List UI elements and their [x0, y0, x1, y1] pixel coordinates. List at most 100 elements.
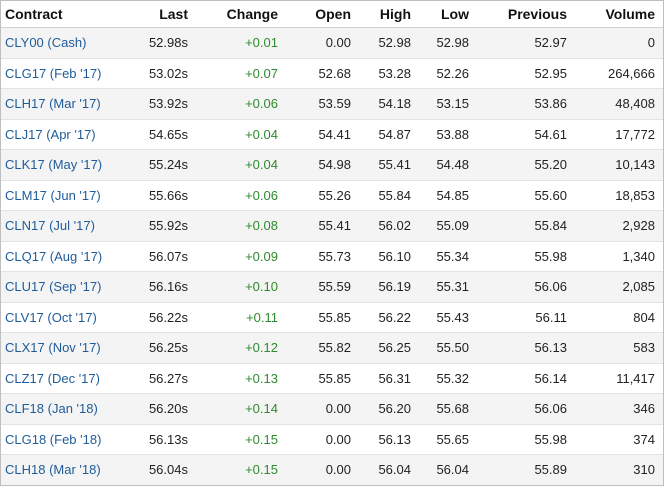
cell-low: 55.34 — [419, 241, 477, 272]
cell-high: 56.19 — [359, 271, 419, 303]
cell-last: 54.65s — [131, 119, 196, 150]
header-low[interactable]: Low — [419, 1, 477, 28]
cell-last: 53.02s — [131, 58, 196, 89]
cell-change: +0.15 — [196, 454, 286, 485]
cell-open: 54.41 — [286, 119, 359, 150]
cell-low: 55.32 — [419, 363, 477, 394]
table-row[interactable]: CLZ17 (Dec '17) 56.27s +0.13 55.85 56.31 55.3… — [1, 363, 663, 394]
contract-link[interactable]: CLG17 (Feb '17) — [1, 58, 131, 89]
table-row[interactable]: CLG17 (Feb '17) 53.02s +0.07 52.68 53.28 52.2… — [1, 58, 663, 89]
cell-open: 55.85 — [286, 363, 359, 394]
cell-volume: 1,340 — [575, 241, 663, 272]
cell-low: 55.31 — [419, 271, 477, 303]
cell-volume: 2,085 — [575, 271, 663, 303]
contract-link[interactable]: CLJ17 (Apr '17) — [1, 119, 131, 150]
cell-volume: 264,666 — [575, 58, 663, 89]
contract-link[interactable]: CLQ17 (Aug '17) — [1, 241, 131, 272]
cell-volume: 0 — [575, 27, 663, 59]
table-row[interactable]: CLY00 (Cash) 52.98s +0.01 0.00 52.98 52.98 52.… — [1, 27, 663, 59]
cell-last: 56.25s — [131, 332, 196, 364]
header-change[interactable]: Change — [196, 1, 286, 28]
cell-open: 0.00 — [286, 27, 359, 59]
cell-previous: 55.98 — [477, 241, 575, 272]
cell-low: 54.85 — [419, 180, 477, 211]
table-row[interactable]: CLH18 (Mar '18) 56.04s +0.15 0.00 56.04 56.04… — [1, 454, 663, 485]
cell-last: 56.16s — [131, 271, 196, 303]
cell-previous: 56.13 — [477, 332, 575, 364]
cell-volume: 346 — [575, 393, 663, 425]
table-row[interactable]: CLX17 (Nov '17) 56.25s +0.12 55.82 56.25 55.5… — [1, 332, 663, 364]
table-row[interactable]: CLU17 (Sep '17) 56.16s +0.10 55.59 56.19 55.3… — [1, 271, 663, 303]
cell-change: +0.04 — [196, 119, 286, 150]
cell-open: 55.82 — [286, 332, 359, 364]
cell-open: 0.00 — [286, 393, 359, 425]
cell-change: +0.14 — [196, 393, 286, 425]
table-row[interactable]: CLQ17 (Aug '17) 56.07s +0.09 55.73 56.10 55.3… — [1, 241, 663, 272]
cell-low: 53.88 — [419, 119, 477, 150]
contract-link[interactable]: CLK17 (May '17) — [1, 149, 131, 181]
header-row: Contract Last Change Open High Low Previ… — [1, 1, 663, 28]
cell-previous: 55.84 — [477, 210, 575, 242]
cell-low: 53.15 — [419, 88, 477, 120]
contract-link[interactable]: CLF18 (Jan '18) — [1, 393, 131, 425]
cell-high: 56.20 — [359, 393, 419, 425]
contract-link[interactable]: CLH18 (Mar '18) — [1, 454, 131, 485]
cell-volume: 583 — [575, 332, 663, 364]
table-row[interactable]: CLK17 (May '17) 55.24s +0.04 54.98 55.41 54.4… — [1, 149, 663, 181]
table-row[interactable]: CLG18 (Feb '18) 56.13s +0.15 0.00 56.13 55.65… — [1, 424, 663, 455]
cell-high: 55.84 — [359, 180, 419, 211]
cell-change: +0.01 — [196, 27, 286, 59]
cell-low: 52.26 — [419, 58, 477, 89]
cell-open: 55.26 — [286, 180, 359, 211]
cell-high: 54.87 — [359, 119, 419, 150]
table-row[interactable]: CLJ17 (Apr '17) 54.65s +0.04 54.41 54.87 53.8… — [1, 119, 663, 150]
header-last[interactable]: Last — [131, 1, 196, 28]
cell-high: 53.28 — [359, 58, 419, 89]
cell-last: 56.22s — [131, 302, 196, 333]
contract-link[interactable]: CLN17 (Jul '17) — [1, 210, 131, 242]
cell-high: 56.10 — [359, 241, 419, 272]
cell-high: 54.18 — [359, 88, 419, 120]
cell-previous: 55.98 — [477, 424, 575, 455]
contract-link[interactable]: CLM17 (Jun '17) — [1, 180, 131, 211]
cell-previous: 56.14 — [477, 363, 575, 394]
cell-last: 56.04s — [131, 454, 196, 485]
cell-low: 55.65 — [419, 424, 477, 455]
cell-previous: 53.86 — [477, 88, 575, 120]
cell-change: +0.06 — [196, 180, 286, 211]
cell-last: 56.20s — [131, 393, 196, 425]
cell-last: 56.13s — [131, 424, 196, 455]
table-row[interactable]: CLN17 (Jul '17) 55.92s +0.08 55.41 56.02 55.0… — [1, 210, 663, 242]
cell-volume: 18,853 — [575, 180, 663, 211]
cell-volume: 11,417 — [575, 363, 663, 394]
header-contract[interactable]: Contract — [1, 1, 131, 28]
cell-high: 56.02 — [359, 210, 419, 242]
contract-link[interactable]: CLU17 (Sep '17) — [1, 271, 131, 303]
cell-change: +0.08 — [196, 210, 286, 242]
header-volume[interactable]: Volume — [575, 1, 663, 28]
contract-link[interactable]: CLX17 (Nov '17) — [1, 332, 131, 364]
cell-high: 56.31 — [359, 363, 419, 394]
table-row[interactable]: CLF18 (Jan '18) 56.20s +0.14 0.00 56.20 55.68… — [1, 393, 663, 425]
cell-last: 55.66s — [131, 180, 196, 211]
header-high[interactable]: High — [359, 1, 419, 28]
cell-volume: 310 — [575, 454, 663, 485]
contract-link[interactable]: CLH17 (Mar '17) — [1, 88, 131, 120]
header-previous[interactable]: Previous — [477, 1, 575, 28]
contract-link[interactable]: CLZ17 (Dec '17) — [1, 363, 131, 394]
contract-link[interactable]: CLG18 (Feb '18) — [1, 424, 131, 455]
contract-link[interactable]: CLY00 (Cash) — [1, 27, 131, 59]
table-row[interactable]: CLV17 (Oct '17) 56.22s +0.11 55.85 56.22 55.4… — [1, 302, 663, 333]
cell-high: 56.04 — [359, 454, 419, 485]
cell-previous: 52.97 — [477, 27, 575, 59]
cell-open: 55.41 — [286, 210, 359, 242]
cell-last: 55.92s — [131, 210, 196, 242]
cell-high: 56.25 — [359, 332, 419, 364]
table-row[interactable]: CLM17 (Jun '17) 55.66s +0.06 55.26 55.84 54.8… — [1, 180, 663, 211]
header-open[interactable]: Open — [286, 1, 359, 28]
contract-link[interactable]: CLV17 (Oct '17) — [1, 302, 131, 333]
table-row[interactable]: CLH17 (Mar '17) 53.92s +0.06 53.59 54.18 53.1… — [1, 88, 663, 120]
cell-open: 55.59 — [286, 271, 359, 303]
cell-open: 55.85 — [286, 302, 359, 333]
